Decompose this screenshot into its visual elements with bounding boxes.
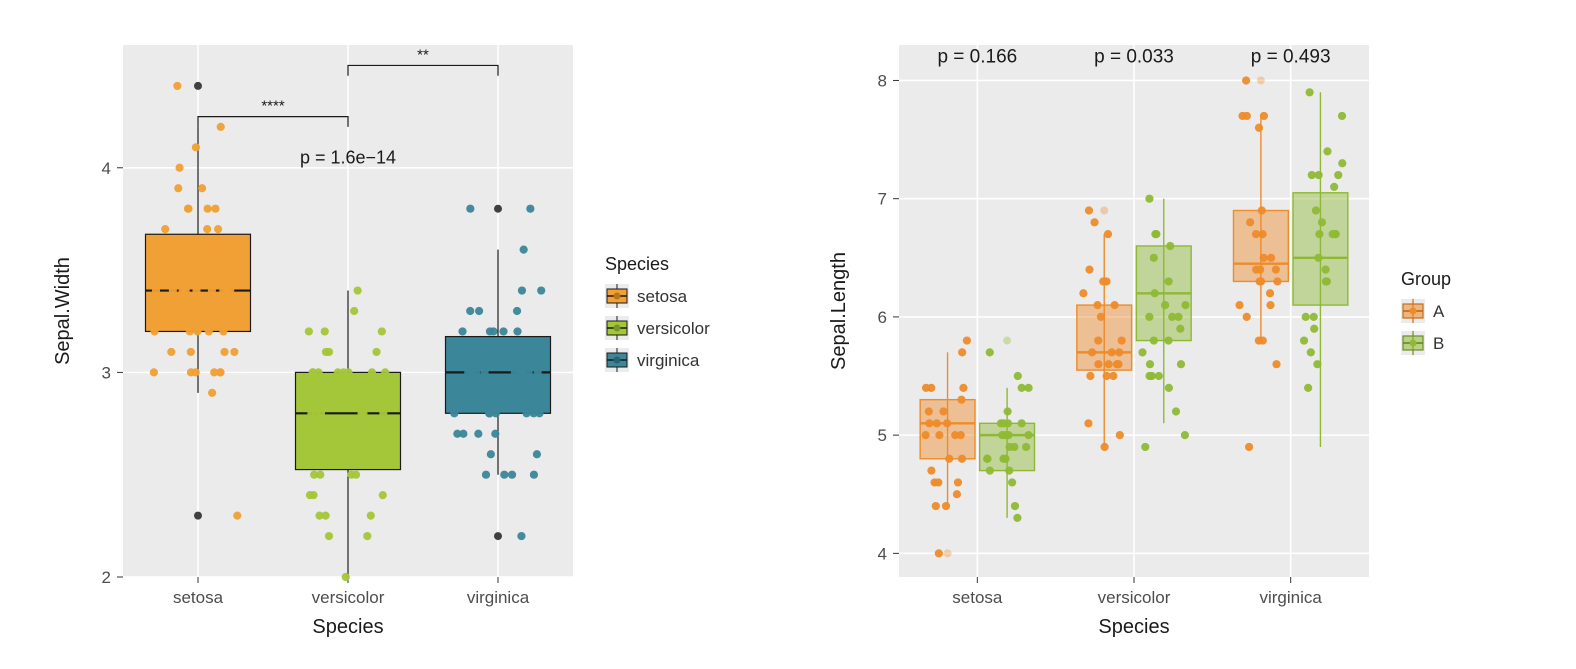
svg-text:virginica: virginica [637,351,700,370]
species-legend: Species setosa versicolor virginica [605,250,775,420]
svg-text:6: 6 [877,307,886,326]
svg-text:p = 0.033: p = 0.033 [1094,46,1174,67]
svg-text:setosa: setosa [637,287,688,306]
svg-text:4: 4 [102,158,111,177]
svg-text:Sepal.Width: Sepal.Width [52,257,74,365]
svg-text:versicolor: versicolor [312,588,385,607]
svg-text:setosa: setosa [173,588,224,607]
svg-text:7: 7 [877,189,886,208]
svg-text:4: 4 [877,544,886,563]
svg-text:p = 1.6e−14: p = 1.6e−14 [300,147,396,167]
svg-text:Species: Species [1098,616,1169,638]
svg-text:setosa: setosa [952,588,1003,607]
svg-text:versicolor: versicolor [637,319,710,338]
svg-text:Sepal.Length: Sepal.Length [828,252,850,370]
svg-text:**: ** [417,46,429,63]
left-panel: 2 3 4 setosa versicolor virginica Species Sepal… [45,25,775,645]
svg-text:3: 3 [102,363,111,382]
svg-text:2: 2 [102,568,111,587]
svg-text:8: 8 [877,71,886,90]
svg-text:Group: Group [1401,269,1451,289]
svg-text:virginica: virginica [1259,588,1322,607]
right-panel: 4 5 6 7 8 setosa versicolor virginica Species Sep… [821,25,1531,645]
svg-text:B: B [1433,334,1444,353]
svg-text:A: A [1433,302,1445,321]
svg-text:p = 0.166: p = 0.166 [937,46,1017,67]
svg-text:p = 0.493: p = 0.493 [1250,46,1330,67]
svg-text:Species: Species [313,616,384,638]
sepal-length-boxplot: 4 5 6 7 8 setosa versicolor virginica Species Sep… [821,25,1381,645]
svg-text:versicolor: versicolor [1097,588,1170,607]
group-legend: Group AB [1401,265,1531,405]
svg-text:virginica: virginica [467,588,530,607]
svg-text:****: **** [262,97,286,114]
sepal-width-boxplot: 2 3 4 setosa versicolor virginica Species Sepal… [45,25,585,645]
svg-text:5: 5 [877,426,886,445]
svg-text:Species: Species [605,254,669,274]
